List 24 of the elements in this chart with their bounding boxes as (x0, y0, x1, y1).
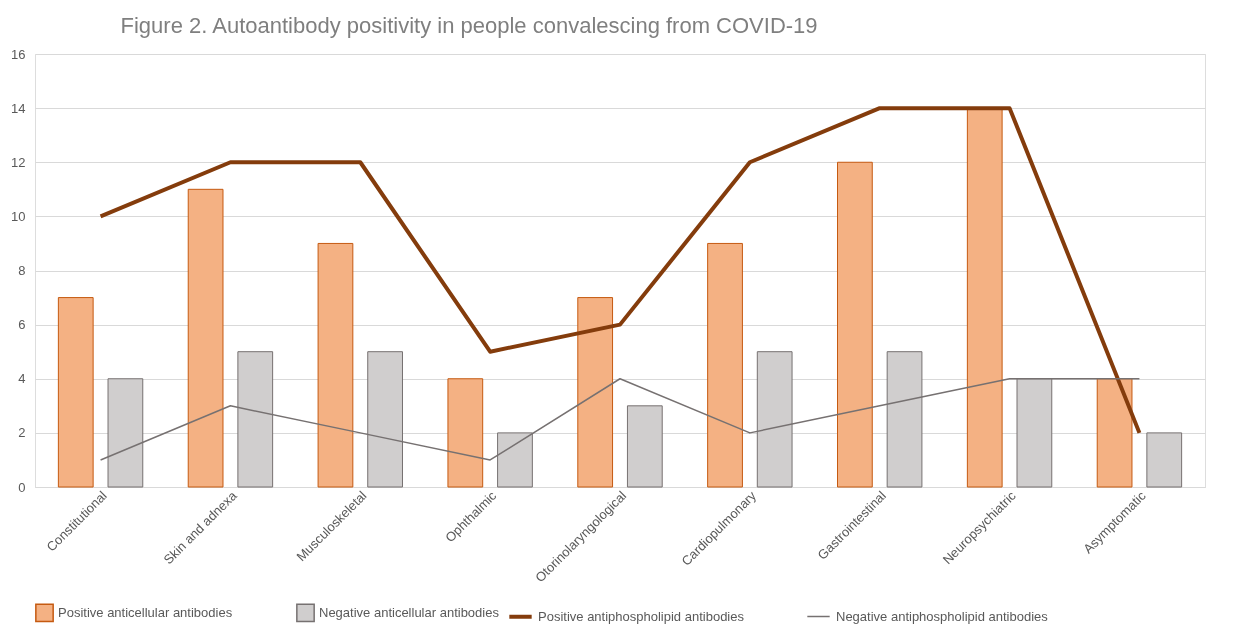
y-tick-label: 14 (11, 100, 26, 116)
legend-label: Negative anticellular antibodies (319, 604, 500, 620)
legend-label: Positive antiphospholipid antibodies (538, 608, 745, 624)
y-tick-label: 10 (11, 208, 26, 224)
bar (837, 161, 873, 488)
bar (57, 297, 94, 488)
bar (577, 297, 614, 488)
y-tick-label: 0 (18, 479, 26, 495)
bar (966, 107, 1003, 488)
bar (317, 242, 354, 488)
y-tick-label: 12 (11, 154, 26, 170)
y-tick-label: 4 (18, 371, 26, 387)
line-series (98, 106, 1142, 435)
legend-label: Negative antiphospholipid antibodies (836, 608, 1049, 624)
bar (187, 188, 224, 488)
chart-title: Figure 2. Autoantibody positivity in people convalescing from COVID-19 (120, 13, 818, 38)
y-tick-label: 6 (18, 317, 26, 333)
bar (1096, 378, 1133, 488)
y-tick-label: 16 (11, 46, 26, 62)
bar (447, 378, 484, 488)
bar (707, 242, 743, 488)
legend-label: Positive anticellular antibodies (58, 604, 233, 620)
y-tick-label: 2 (18, 425, 26, 441)
y-tick-label: 8 (18, 263, 26, 278)
